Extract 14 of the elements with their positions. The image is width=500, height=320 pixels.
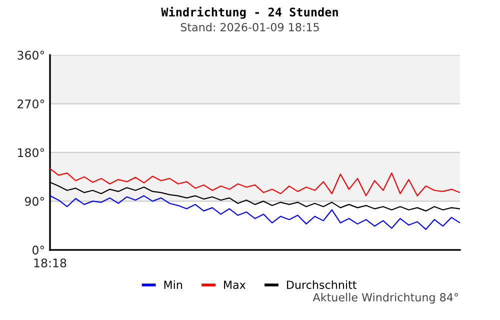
line-series: [50, 195, 460, 230]
text: Aktuelle Windrichtung 84°: [312, 292, 458, 304]
y-tick-label: 270°: [18, 99, 44, 108]
legend-label: Durchschnitt: [287, 280, 357, 289]
y-tick-label: 0°: [32, 246, 44, 255]
y-tick-label: 360°: [18, 50, 44, 60]
y-tick-label: 90°: [24, 196, 44, 206]
legend-label: Max: [224, 280, 246, 289]
text: 18:18: [34, 258, 66, 268]
y-tick-label: 180°: [18, 148, 44, 158]
chart-title: Windrichtung - 24 Stunden: [161, 6, 338, 19]
legend-label: Min: [164, 280, 182, 289]
chart-subtitle: Stand: 2026-01-09 18:15: [180, 22, 319, 32]
line-series: [50, 168, 460, 196]
